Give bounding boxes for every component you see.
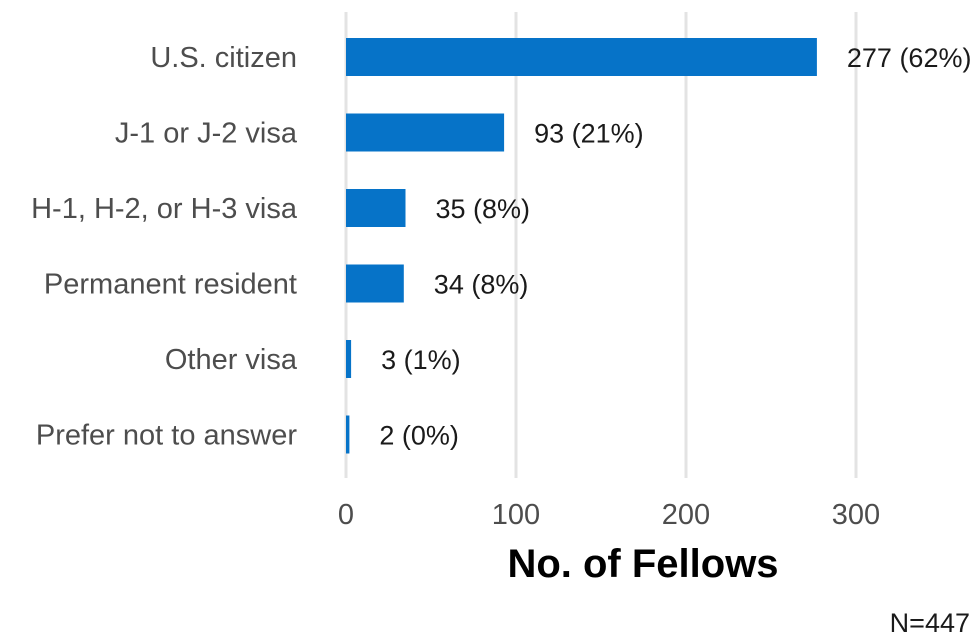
category-label: J-1 or J-2 visa bbox=[115, 118, 298, 150]
bar bbox=[346, 340, 352, 378]
data-label: 277 (62%) bbox=[847, 43, 972, 73]
x-tick-labels: 0 100 200 300 bbox=[338, 499, 880, 531]
bar bbox=[346, 189, 406, 227]
data-label: 2 (0%) bbox=[379, 421, 459, 451]
bar bbox=[346, 113, 505, 152]
data-label: 34 (8%) bbox=[434, 270, 529, 300]
bar bbox=[346, 264, 404, 303]
bar bbox=[346, 38, 817, 76]
x-tick-label: 0 bbox=[338, 499, 354, 531]
x-tick-label: 200 bbox=[662, 499, 710, 531]
category-label: Prefer not to answer bbox=[36, 420, 297, 452]
x-axis-title: No. of Fellows bbox=[507, 542, 778, 586]
category-label: H-1, H-2, or H-3 visa bbox=[31, 193, 298, 225]
gridlines bbox=[344, 12, 858, 478]
sample-size-note: N=447 bbox=[890, 608, 970, 637]
x-tick-label: 300 bbox=[832, 499, 880, 531]
data-labels: 277 (62%) 93 (21%) 35 (8%) 34 (8%) 3 (1%) 2 (… bbox=[379, 43, 971, 451]
x-tick-label: 100 bbox=[492, 499, 540, 531]
bar bbox=[346, 415, 350, 454]
category-label: U.S. citizen bbox=[150, 42, 297, 74]
category-label: Permanent resident bbox=[44, 269, 297, 301]
category-label: Other visa bbox=[165, 344, 298, 376]
bars bbox=[346, 38, 817, 454]
data-label: 3 (1%) bbox=[381, 345, 461, 375]
data-label: 93 (21%) bbox=[534, 119, 644, 149]
category-labels: U.S. citizen J-1 or J-2 visa H-1, H-2, or … bbox=[31, 42, 298, 452]
data-label: 35 (8%) bbox=[436, 194, 531, 224]
